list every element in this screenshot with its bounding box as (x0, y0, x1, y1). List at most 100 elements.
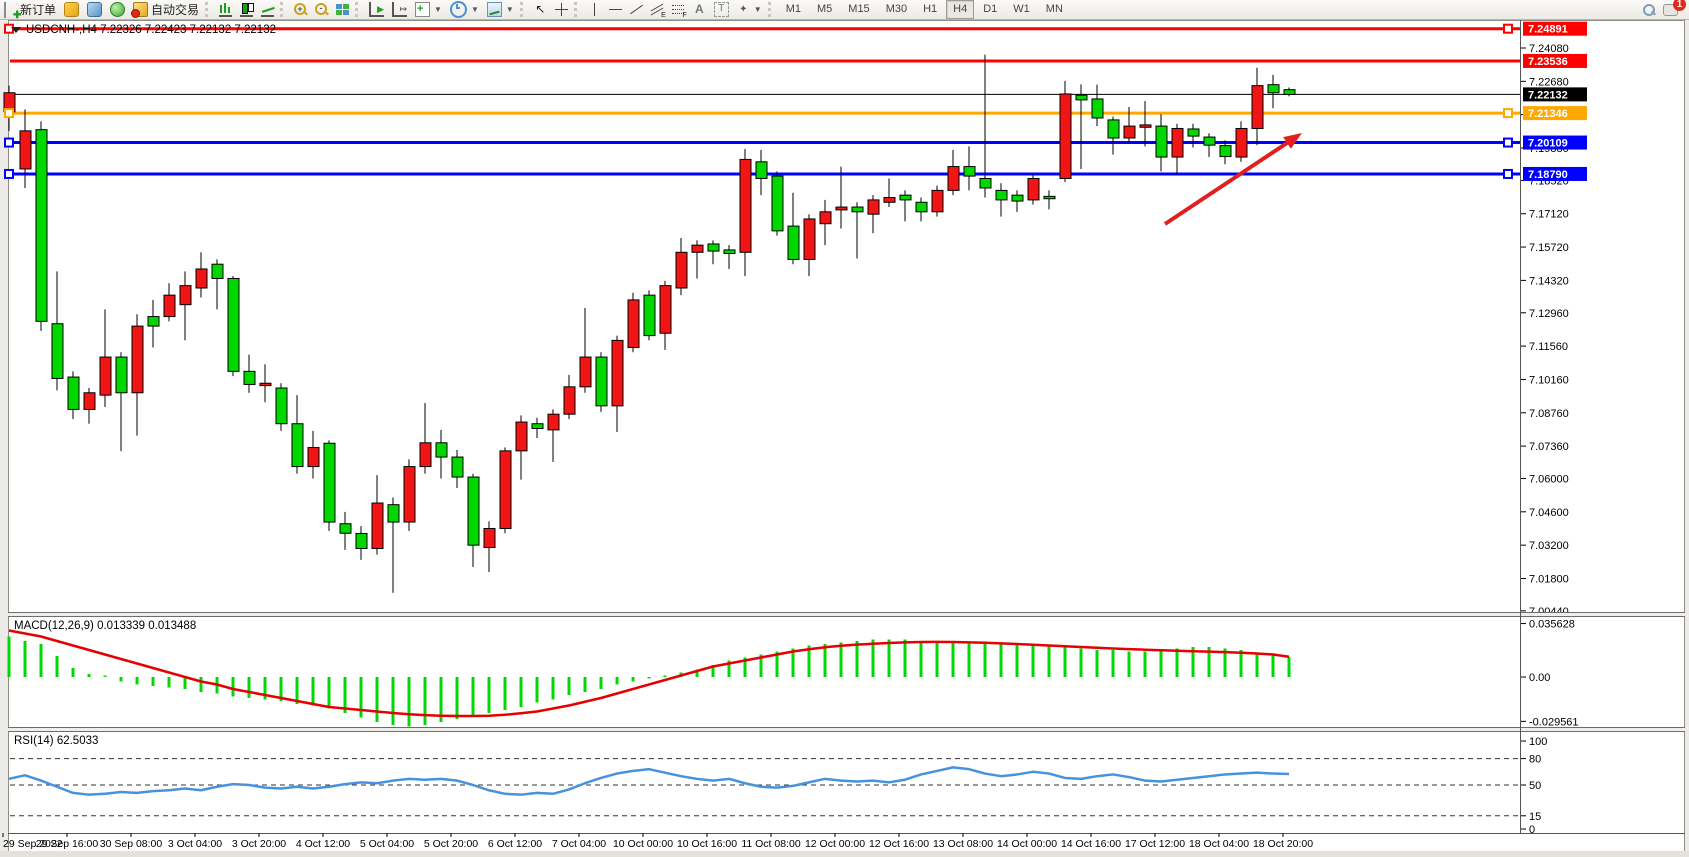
tile-windows-icon (336, 3, 350, 16)
line-anchor-right[interactable] (1503, 23, 1513, 34)
line-anchor-right[interactable] (1503, 137, 1513, 148)
timeframe-m5-button[interactable]: M5 (817, 3, 833, 15)
price-axis-label: 7.10160 (1529, 374, 1569, 386)
line-chart-button[interactable] (257, 1, 278, 18)
trend-arrow-line[interactable] (1163, 136, 1295, 226)
candle-body (307, 447, 320, 468)
notifications-icon[interactable]: 1 (1663, 0, 1686, 16)
indicators-button[interactable]: + ▼ (411, 1, 446, 18)
price-line-badge (1523, 166, 1587, 181)
time-axis-label: 29 Sep 16:00 (36, 838, 99, 850)
candle-body (1043, 195, 1056, 200)
candle-chart-icon (240, 2, 255, 17)
periods-button[interactable]: ▼ (446, 1, 483, 18)
toolbar-separator (573, 2, 582, 17)
line-anchor-right[interactable] (1503, 168, 1513, 179)
candle-body (1267, 84, 1280, 94)
autotrade-button[interactable]: 自动交易 (129, 1, 203, 18)
candle-body (531, 423, 544, 429)
search-icon[interactable] (1642, 3, 1656, 16)
panel-separator[interactable] (8, 612, 1685, 617)
crosshair-button[interactable] (551, 1, 572, 18)
time-axis-label: 14 Oct 00:00 (997, 838, 1057, 850)
timeframe-h1-button[interactable]: H1 (923, 3, 938, 15)
candle-body (387, 504, 400, 523)
new-order-button[interactable]: ✚ 新订单 (0, 1, 60, 21)
chevron-down-icon: ▼ (505, 5, 514, 14)
candle-body (659, 285, 672, 334)
price-axis-label: 7.12960 (1529, 308, 1569, 320)
timeframe-d1-button[interactable]: D1 (983, 3, 998, 15)
candle-body (1283, 89, 1296, 95)
market-watch-button[interactable] (83, 1, 106, 18)
trendline-button[interactable] (626, 1, 647, 18)
shift-end-button[interactable]: ▶ (365, 1, 388, 18)
panel-separator[interactable] (8, 727, 1685, 732)
text-label-button[interactable]: T (710, 1, 733, 18)
candle-body (595, 356, 608, 407)
vline-button[interactable] (584, 1, 605, 18)
candle-body (355, 532, 368, 549)
zoom-in-button[interactable]: + (290, 1, 311, 18)
candle-body (403, 466, 416, 523)
text-button[interactable]: A (689, 1, 710, 18)
candle-body (1187, 128, 1200, 137)
bar-chart-button[interactable] (215, 1, 236, 18)
signals-icon (110, 2, 126, 17)
line-anchor-left[interactable] (4, 137, 14, 148)
time-axis-label: 30 Sep 08:00 (100, 838, 163, 850)
line-anchor-right[interactable] (1503, 108, 1513, 119)
macd-label: MACD(12,26,9) 0.013339 0.013488 (14, 620, 196, 632)
rsi-axis-label: 100 (1529, 736, 1547, 748)
candle-body (163, 294, 176, 318)
candle-body (755, 161, 768, 179)
profile-button[interactable] (60, 1, 83, 18)
timeframe-m30-button[interactable]: M30 (885, 3, 908, 15)
timeframe-m15-button[interactable]: M15 (848, 3, 870, 15)
vertical-line-icon (588, 3, 601, 16)
cursor-icon: ↖ (535, 2, 546, 16)
autotrade-label: 自动交易 (151, 3, 200, 17)
candle-body (147, 316, 160, 327)
fibonacci-icon: F (671, 3, 687, 19)
timeframe-h4-button[interactable]: H4 (946, 0, 975, 19)
zoom-out-button[interactable]: - (311, 1, 332, 18)
candle-chart-button[interactable] (236, 1, 257, 18)
candle-body (451, 456, 464, 478)
timeframe-mn-button[interactable]: MN (1045, 3, 1063, 15)
timeframe-m1-button[interactable]: M1 (785, 3, 801, 15)
tile-windows-button[interactable] (332, 1, 353, 18)
candle-body (867, 199, 880, 215)
line-anchor-left[interactable] (4, 108, 14, 119)
time-axis-label: 6 Oct 12:00 (488, 838, 542, 850)
candle-body (1027, 177, 1040, 201)
candle-body (995, 189, 1008, 201)
current-price-badge (1523, 87, 1587, 102)
signals-button[interactable] (106, 1, 129, 18)
fibonacci-button[interactable]: F (668, 1, 689, 19)
indicators-icon: + (415, 2, 431, 17)
rsi-axis-label: 15 (1529, 811, 1541, 823)
zoom-in-icon: + (294, 3, 309, 16)
line-anchor-left[interactable] (4, 23, 14, 34)
cursor-button[interactable]: ↖ (530, 1, 551, 18)
timeframe-w1-button[interactable]: W1 (1013, 3, 1030, 15)
channel-button[interactable]: E (647, 1, 668, 19)
bar-chart-icon (219, 2, 233, 17)
time-axis-label: 5 Oct 20:00 (424, 838, 478, 850)
status-strip (0, 851, 1689, 857)
arrows-button[interactable]: ✦ ▼ (733, 1, 766, 18)
candle-body (515, 421, 528, 452)
templates-button[interactable]: ▼ (483, 1, 518, 18)
shift-chart-button[interactable]: ↦ (388, 1, 411, 18)
candle-body (291, 423, 304, 468)
symbol-dropdown-icon[interactable] (11, 27, 21, 33)
time-axis-label: 12 Oct 16:00 (869, 838, 929, 850)
current-price-badge-label: 7.22132 (1528, 89, 1568, 101)
time-axis-label: 10 Oct 00:00 (613, 838, 673, 850)
candle-body (195, 268, 208, 289)
line-anchor-left[interactable] (4, 168, 14, 179)
hline-button[interactable] (605, 1, 626, 18)
candle-body (643, 294, 656, 337)
